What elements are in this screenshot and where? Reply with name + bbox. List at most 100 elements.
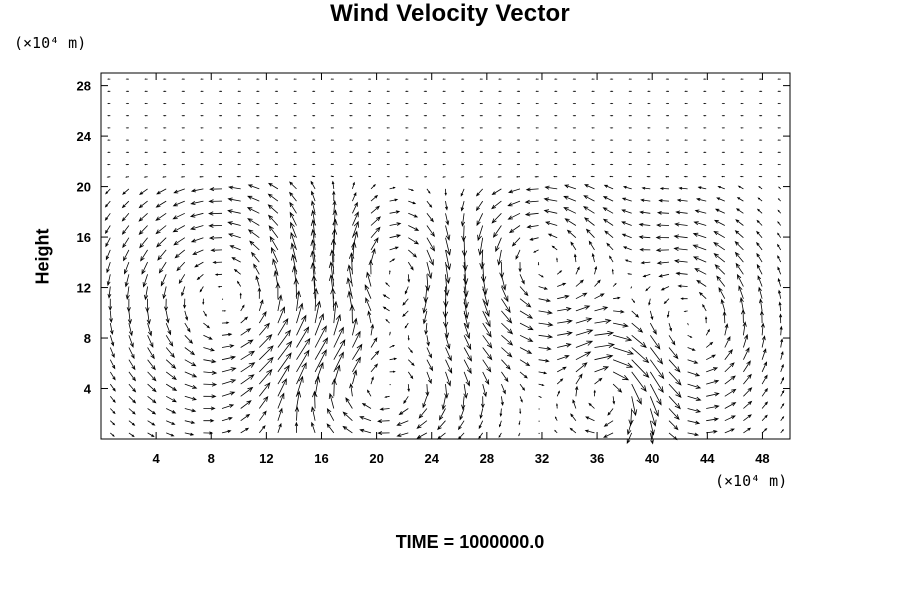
wind-vector <box>277 407 283 421</box>
wind-vector <box>556 270 563 275</box>
wind-vector <box>668 347 679 360</box>
wind-vector <box>501 286 509 303</box>
wind-vector <box>274 139 278 141</box>
wind-vector <box>203 322 211 329</box>
wind-vector <box>648 298 651 306</box>
wind-vector <box>274 115 278 117</box>
wind-vector <box>108 298 113 312</box>
wind-vector <box>631 359 650 379</box>
wind-vector <box>199 176 204 178</box>
wind-vector <box>756 208 763 214</box>
wind-vector <box>144 78 148 80</box>
wind-vector <box>125 286 130 301</box>
wind-vector <box>721 139 725 141</box>
wind-vector <box>609 163 614 166</box>
wind-vector <box>535 102 539 105</box>
wind-vector <box>655 248 670 253</box>
wind-vector <box>497 176 502 178</box>
wind-vector <box>627 273 632 275</box>
wind-vector <box>255 139 260 141</box>
wind-vector <box>519 274 525 285</box>
wind-vector <box>480 396 485 409</box>
wind-vector <box>292 265 298 287</box>
wind-vector <box>516 127 520 129</box>
wind-vector <box>706 417 720 422</box>
wind-vector <box>665 163 669 166</box>
wind-vector <box>713 230 726 239</box>
wind-vector <box>190 200 204 205</box>
wind-vector <box>218 163 222 166</box>
wind-vector <box>203 382 218 387</box>
wind-vector <box>519 310 534 319</box>
wind-vector <box>332 218 338 238</box>
wind-vector <box>156 188 167 195</box>
wind-vector <box>603 184 614 190</box>
wind-vector <box>547 233 558 239</box>
wind-vector <box>247 229 260 239</box>
wind-vector <box>602 218 614 226</box>
wind-vector <box>386 78 390 80</box>
wind-vector <box>109 310 113 324</box>
wind-vector <box>761 361 768 373</box>
wind-vector <box>166 408 177 414</box>
wind-vector <box>497 163 502 166</box>
wind-vector <box>553 163 558 166</box>
wind-vector <box>554 416 558 421</box>
wind-vector <box>311 90 316 92</box>
wind-vector <box>141 261 148 275</box>
wind-vector <box>498 151 502 153</box>
wind-vector <box>647 78 651 80</box>
wind-vector <box>594 330 615 337</box>
wind-vector <box>498 102 502 105</box>
wind-vector <box>218 127 222 129</box>
wind-vector <box>423 286 429 304</box>
wind-vector <box>389 331 391 336</box>
wind-vector <box>364 284 372 299</box>
wind-vector <box>162 127 167 129</box>
wind-vector <box>603 432 614 438</box>
wind-vector <box>258 311 267 324</box>
wind-vector <box>164 298 168 312</box>
wind-vector <box>501 359 511 370</box>
wind-vector <box>538 322 554 327</box>
wind-vector <box>677 284 688 288</box>
wind-vector <box>721 102 725 105</box>
wind-vector <box>125 176 129 178</box>
wind-vector <box>270 246 279 263</box>
wind-vector <box>162 286 167 300</box>
wind-vector <box>184 395 197 401</box>
wind-vector <box>717 186 725 190</box>
wind-vector <box>721 90 725 92</box>
wind-vector <box>407 274 411 283</box>
wind-vector <box>247 218 260 226</box>
wind-vector <box>575 362 588 373</box>
wind-vector <box>519 286 529 297</box>
x-tick-label: 44 <box>700 451 715 466</box>
wind-vector <box>208 199 223 204</box>
wind-vector <box>147 335 154 348</box>
wind-vector <box>203 406 216 411</box>
wind-vector <box>237 90 241 92</box>
wind-vector <box>459 408 465 421</box>
wind-vector <box>740 102 744 105</box>
wind-vector <box>237 115 241 117</box>
wind-vector <box>479 102 483 105</box>
wind-vector <box>759 298 763 311</box>
wind-vector <box>736 197 744 202</box>
wind-vector <box>526 224 539 229</box>
wind-vector <box>404 127 409 129</box>
wind-vector <box>585 228 595 238</box>
wind-vector <box>172 225 185 233</box>
wind-vector <box>240 413 251 422</box>
wind-vector <box>367 139 371 141</box>
wind-vector <box>570 413 577 421</box>
wind-vector <box>479 151 483 153</box>
wind-vector <box>330 90 334 92</box>
wind-vector <box>645 286 651 292</box>
wind-vector <box>658 199 670 203</box>
wind-vector <box>405 163 409 166</box>
wind-vector <box>147 347 155 360</box>
wind-vector <box>702 151 707 153</box>
wind-vector <box>165 383 178 392</box>
